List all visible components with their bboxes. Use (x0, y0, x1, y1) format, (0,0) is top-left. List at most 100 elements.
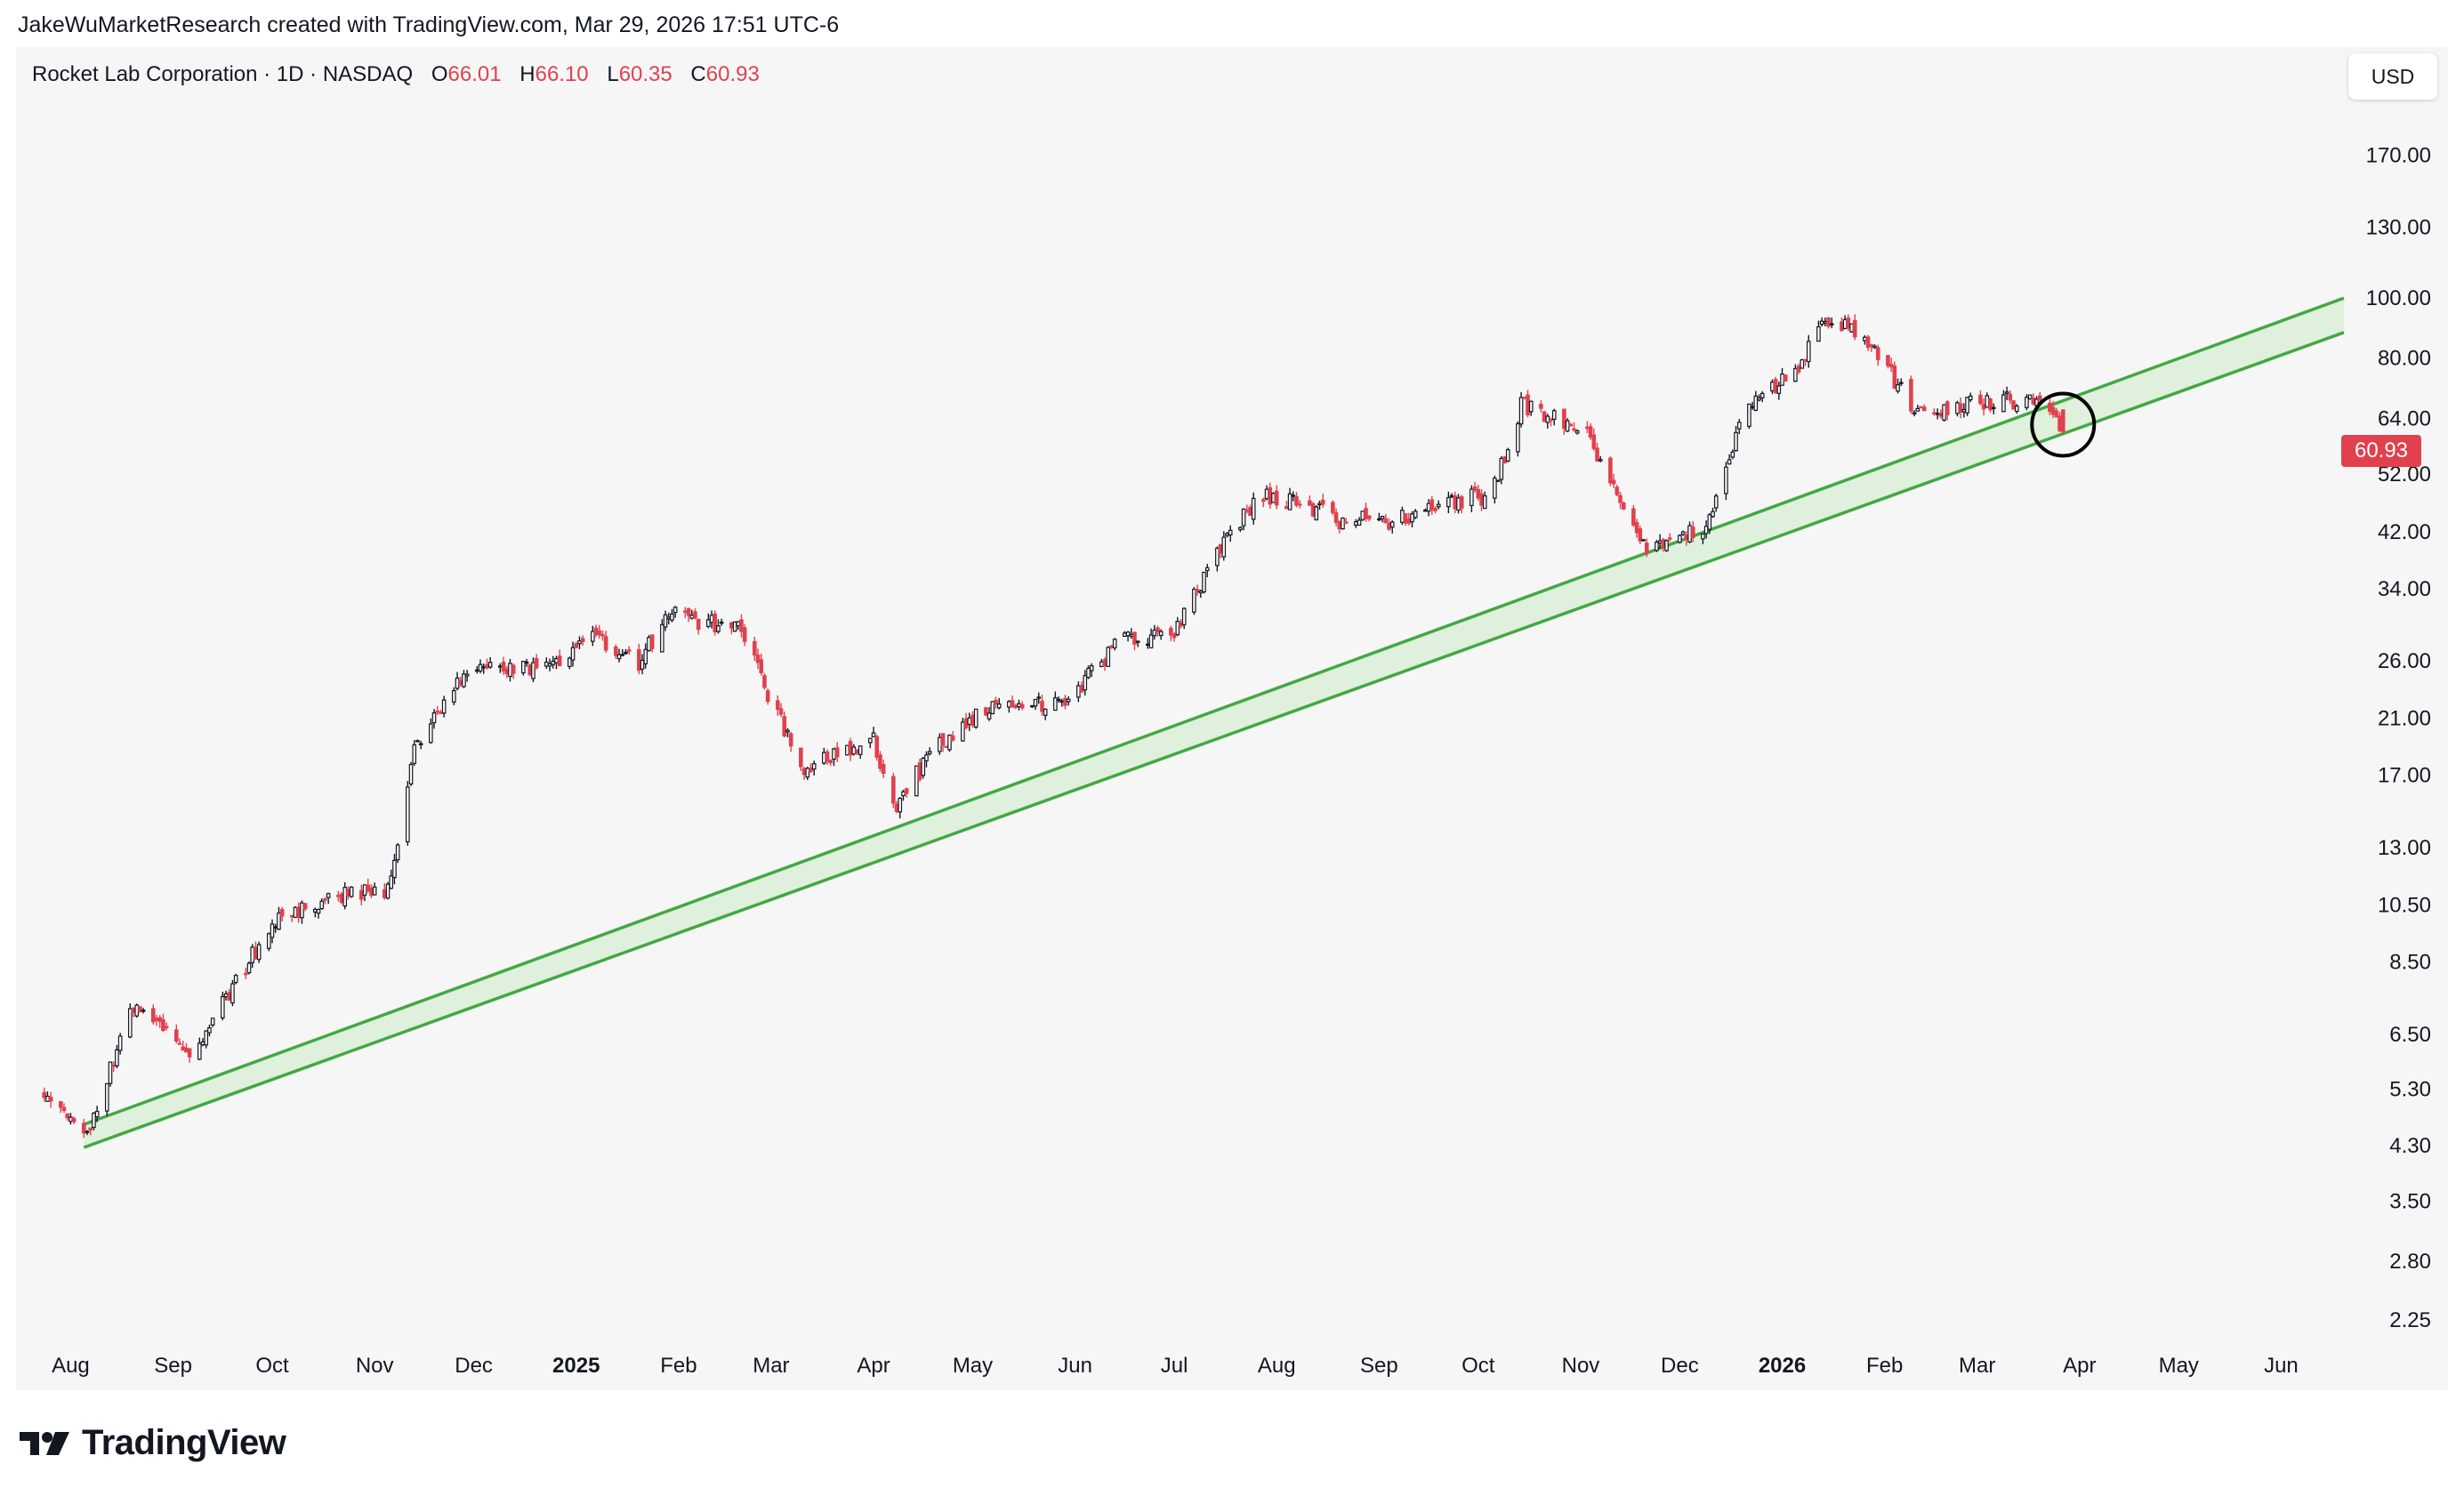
candle[interactable] (1780, 367, 1784, 386)
candle[interactable] (1406, 512, 1412, 526)
candle[interactable] (732, 621, 737, 632)
candle[interactable] (1753, 390, 1759, 412)
candle[interactable] (1750, 401, 1755, 410)
candle[interactable] (256, 941, 262, 963)
candle[interactable] (2027, 394, 2033, 400)
candle[interactable] (1410, 511, 1414, 527)
candle[interactable] (799, 747, 803, 771)
candle[interactable] (1472, 481, 1478, 493)
candle[interactable] (138, 1006, 142, 1013)
trend-channel-lower-line[interactable] (83, 331, 2345, 1149)
candle[interactable] (1459, 495, 1464, 514)
candle[interactable] (48, 1091, 53, 1108)
candle[interactable] (1310, 502, 1316, 518)
breakdown-annotation-circle[interactable] (2030, 391, 2097, 458)
candle[interactable] (296, 902, 302, 923)
candle[interactable] (1013, 704, 1019, 710)
candle[interactable] (1056, 696, 1061, 703)
candle[interactable] (1664, 539, 1669, 552)
candle[interactable] (881, 760, 886, 778)
candle[interactable] (435, 705, 440, 715)
candle[interactable] (1634, 519, 1639, 538)
candle[interactable] (1823, 318, 1828, 326)
candle[interactable] (755, 648, 761, 670)
candle[interactable] (855, 748, 859, 755)
candle[interactable] (389, 869, 394, 889)
candle[interactable] (1611, 473, 1616, 488)
candle[interactable] (1287, 487, 1292, 511)
candle[interactable] (551, 656, 556, 669)
candle[interactable] (1317, 500, 1322, 511)
candle[interactable] (1106, 646, 1111, 667)
candle[interactable] (1377, 512, 1381, 522)
candle[interactable] (591, 625, 595, 647)
candle[interactable] (1539, 399, 1543, 413)
candle[interactable] (173, 1024, 179, 1044)
candle[interactable] (825, 749, 830, 765)
candle[interactable] (197, 1037, 202, 1061)
candle[interactable] (1360, 511, 1365, 521)
candle[interactable] (828, 759, 833, 767)
candle[interactable] (1888, 358, 1894, 373)
candle[interactable] (593, 624, 599, 638)
candle[interactable] (1479, 489, 1484, 511)
candle[interactable] (1526, 390, 1530, 418)
candle[interactable] (1053, 691, 1058, 712)
candle[interactable] (293, 905, 298, 919)
candle[interactable] (637, 643, 641, 675)
candle[interactable] (458, 676, 463, 688)
candle[interactable] (1238, 526, 1243, 533)
candle[interactable] (663, 610, 668, 631)
candle[interactable] (1842, 315, 1848, 330)
candle[interactable] (1063, 695, 1067, 710)
candle[interactable] (1172, 631, 1177, 642)
candle[interactable] (1331, 500, 1335, 516)
candle[interactable] (834, 742, 840, 762)
candle[interactable] (1896, 378, 1900, 394)
candle[interactable] (1156, 625, 1160, 637)
candle[interactable] (616, 648, 622, 663)
candle[interactable] (871, 727, 876, 737)
candle[interactable] (914, 765, 919, 797)
candle[interactable] (1932, 408, 1937, 416)
candle[interactable] (1086, 665, 1091, 680)
candle[interactable] (1618, 491, 1623, 510)
candle[interactable] (302, 903, 308, 912)
candle[interactable] (1495, 479, 1501, 482)
candle[interactable] (1251, 492, 1256, 525)
candle[interactable] (647, 634, 651, 652)
candle[interactable] (487, 656, 493, 669)
candle[interactable] (161, 1013, 165, 1033)
candle[interactable] (207, 1025, 212, 1037)
candle[interactable] (765, 688, 770, 705)
candle[interactable] (1429, 495, 1435, 515)
candle[interactable] (666, 612, 672, 624)
candle[interactable] (1261, 497, 1266, 508)
candle[interactable] (1225, 532, 1229, 538)
candle[interactable] (1470, 485, 1474, 512)
candle[interactable] (1773, 376, 1778, 394)
candle[interactable] (1043, 708, 1048, 720)
candle[interactable] (851, 744, 857, 756)
candle[interactable] (600, 630, 605, 641)
candle[interactable] (478, 659, 483, 673)
candle[interactable] (524, 658, 529, 667)
candle[interactable] (127, 1003, 133, 1039)
candle[interactable] (1852, 314, 1857, 341)
candle[interactable] (891, 772, 896, 808)
candle[interactable] (346, 886, 350, 900)
candle[interactable] (1985, 392, 1990, 408)
candle[interactable] (1608, 456, 1613, 487)
candle[interactable] (104, 1082, 109, 1116)
candle[interactable] (709, 610, 714, 629)
candle[interactable] (1320, 494, 1325, 508)
candle[interactable] (2014, 404, 2019, 414)
candle[interactable] (1961, 403, 1967, 418)
candle[interactable] (1433, 506, 1437, 514)
candle[interactable] (1423, 508, 1428, 512)
candle[interactable] (785, 728, 790, 737)
candle[interactable] (778, 703, 784, 718)
candle[interactable] (1314, 505, 1319, 521)
candle[interactable] (672, 606, 678, 618)
candle[interactable] (845, 744, 850, 756)
